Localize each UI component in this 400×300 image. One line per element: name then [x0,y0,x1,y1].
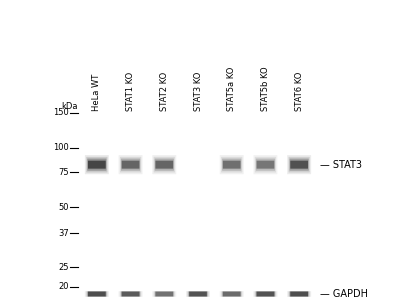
FancyBboxPatch shape [155,159,174,171]
FancyBboxPatch shape [186,291,210,297]
Text: STAT2 KO: STAT2 KO [160,72,169,111]
FancyBboxPatch shape [287,291,311,297]
Text: STAT5b KO: STAT5b KO [261,66,270,111]
FancyBboxPatch shape [255,291,276,297]
FancyBboxPatch shape [290,291,309,297]
Text: 100: 100 [54,143,69,152]
FancyBboxPatch shape [188,291,208,297]
FancyBboxPatch shape [290,159,309,171]
Text: kDa: kDa [62,102,78,111]
FancyBboxPatch shape [85,291,109,297]
FancyBboxPatch shape [154,157,175,172]
FancyBboxPatch shape [121,291,140,297]
FancyBboxPatch shape [222,159,241,171]
FancyBboxPatch shape [223,161,240,169]
FancyBboxPatch shape [287,155,311,174]
FancyBboxPatch shape [220,291,244,297]
Text: 20: 20 [59,282,69,291]
Text: — GAPDH: — GAPDH [320,289,368,299]
FancyBboxPatch shape [119,291,142,297]
FancyBboxPatch shape [254,155,277,174]
FancyBboxPatch shape [122,292,140,296]
FancyBboxPatch shape [256,159,275,171]
FancyBboxPatch shape [254,291,277,297]
FancyBboxPatch shape [256,161,274,169]
Text: — STAT3: — STAT3 [320,160,362,170]
FancyBboxPatch shape [155,291,174,297]
FancyBboxPatch shape [88,292,106,296]
FancyBboxPatch shape [156,292,173,296]
FancyBboxPatch shape [222,291,241,297]
FancyBboxPatch shape [152,155,176,174]
FancyBboxPatch shape [221,157,242,172]
FancyBboxPatch shape [121,159,140,171]
Text: 25: 25 [59,263,69,272]
Text: HeLa WT: HeLa WT [92,74,101,111]
Text: STAT5a KO: STAT5a KO [227,67,236,111]
Text: 37: 37 [58,229,69,238]
FancyBboxPatch shape [288,157,310,172]
FancyBboxPatch shape [120,157,141,172]
FancyBboxPatch shape [156,161,173,169]
Text: 50: 50 [59,203,69,212]
Text: 75: 75 [58,168,69,177]
FancyBboxPatch shape [256,292,274,296]
FancyBboxPatch shape [120,291,141,297]
FancyBboxPatch shape [85,155,109,174]
FancyBboxPatch shape [88,161,106,169]
FancyBboxPatch shape [223,292,240,296]
FancyBboxPatch shape [290,292,308,296]
FancyBboxPatch shape [87,291,106,297]
FancyBboxPatch shape [119,155,142,174]
Text: 150: 150 [54,108,69,117]
FancyBboxPatch shape [87,159,106,171]
FancyBboxPatch shape [221,291,242,297]
FancyBboxPatch shape [290,161,308,169]
FancyBboxPatch shape [187,291,209,297]
FancyBboxPatch shape [255,157,276,172]
FancyBboxPatch shape [288,291,310,297]
FancyBboxPatch shape [256,291,275,297]
FancyBboxPatch shape [152,291,176,297]
FancyBboxPatch shape [189,292,207,296]
Text: STAT3 KO: STAT3 KO [194,72,202,111]
FancyBboxPatch shape [154,291,175,297]
FancyBboxPatch shape [86,291,108,297]
FancyBboxPatch shape [86,157,108,172]
FancyBboxPatch shape [220,155,244,174]
Text: STAT1 KO: STAT1 KO [126,72,135,111]
FancyBboxPatch shape [122,161,140,169]
Text: STAT6 KO: STAT6 KO [295,72,304,111]
